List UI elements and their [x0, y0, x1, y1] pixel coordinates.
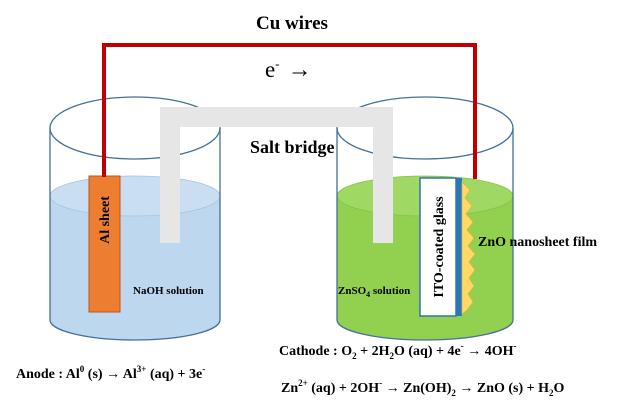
znso4-label-subscript: 4: [366, 290, 370, 299]
cathode-equation: Cathode : O2 + 2H2O (aq) + 4e- → 4OH-: [279, 341, 516, 361]
electron-flow-label: e- →: [265, 56, 312, 83]
right-beaker-rim: [336, 96, 514, 160]
zinc-eq-part: O: [554, 381, 565, 396]
zinc-eq-part: → Zn(OH): [382, 381, 452, 396]
cathode-eq-subscript: 2: [390, 351, 395, 361]
left-beaker: [49, 96, 221, 341]
cathode-eq-part: → 4OH: [464, 344, 514, 359]
salt-bridge-label: Salt bridge: [250, 137, 335, 157]
salt-bridge: [160, 107, 393, 243]
anode-equation: Anode : Al0 (s) → Al3+ (aq) + 3e-: [16, 364, 205, 382]
zinc-eq-part: → ZnO (s) + H: [456, 381, 549, 396]
left-beaker-body: [49, 128, 221, 341]
ito-electrode: [419, 177, 476, 317]
electron-symbol: e: [265, 57, 275, 82]
anode-eq-superscript: 0: [80, 364, 85, 374]
zinc-eq-subscript: 2: [451, 388, 456, 398]
cathode-eq-superscript: -: [513, 341, 516, 351]
anode-eq-part: (aq) + 3e: [146, 367, 202, 382]
znso4-label-suffix: solution: [370, 285, 410, 297]
al-sheet: [88, 175, 121, 313]
cathode-eq-subscript: 2: [352, 351, 357, 361]
cathode-eq-part: + 2H: [357, 344, 390, 359]
cathode-eq-part: O (aq) + 4e: [394, 344, 461, 359]
zinc-eq-part: Zn: [281, 381, 298, 396]
cathode-eq-part: Cathode : O: [279, 344, 352, 359]
zinc-eq-superscript: 2+: [298, 378, 308, 388]
cathode-eq-superscript: -: [461, 341, 464, 351]
naoh-solution-surface: [49, 175, 221, 217]
anode-eq-part: Anode : Al: [16, 367, 80, 382]
zinc-oxide-equation: Zn2+ (aq) + 2OH- → Zn(OH)2 → ZnO (s) + H…: [281, 378, 565, 398]
left-beaker-rim: [49, 96, 221, 160]
zinc-eq-part: (aq) + 2OH: [308, 381, 379, 396]
ito-conductive-layer: [456, 178, 462, 316]
ito-glass-label: ITO-coated glass: [432, 196, 447, 298]
electron-charge: -: [275, 56, 279, 71]
anode-eq-part: (s) → Al: [84, 367, 137, 382]
znso4-solution-label: ZnSO4 solution: [338, 285, 410, 299]
zinc-eq-superscript: -: [379, 378, 382, 388]
electron-flow-arrow: →: [288, 57, 312, 83]
naoh-solution-label: NaOH solution: [133, 285, 204, 297]
cu-wires-label: Cu wires: [256, 13, 328, 34]
zno-film-label: ZnO nanosheet film: [478, 235, 597, 250]
anode-eq-superscript: -: [202, 364, 205, 374]
zinc-eq-subscript: 2: [549, 388, 554, 398]
znso4-label-text: ZnSO: [338, 285, 367, 297]
cu-wire: [102, 43, 477, 179]
anode-eq-superscript: 3+: [137, 364, 147, 374]
zno-nanosheet-film: [461, 181, 476, 315]
al-sheet-label: Al sheet: [98, 196, 113, 244]
right-beaker-body: [336, 128, 514, 341]
